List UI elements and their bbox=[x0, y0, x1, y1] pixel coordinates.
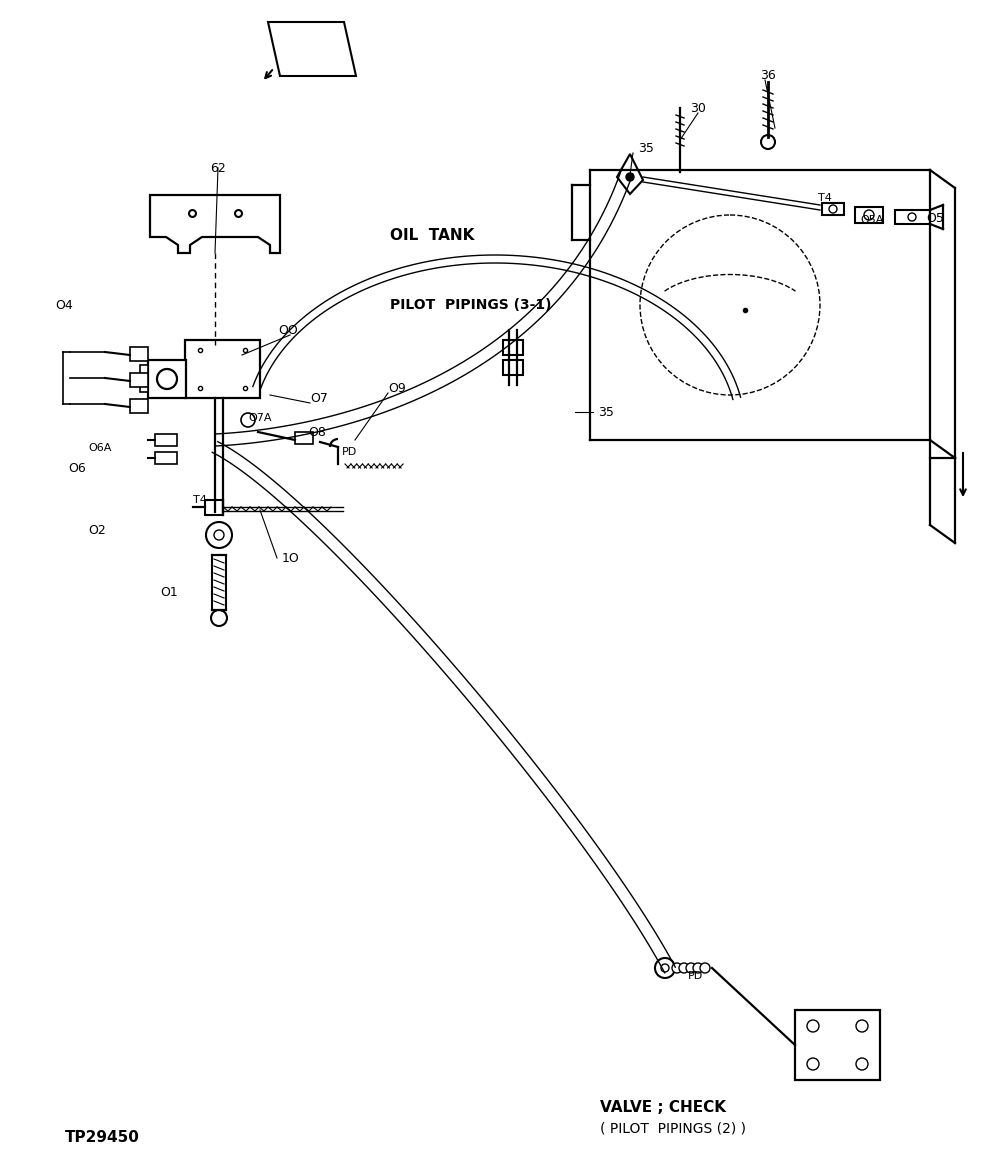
Text: TP29450: TP29450 bbox=[65, 1131, 140, 1146]
Circle shape bbox=[214, 530, 224, 540]
Text: O6A: O6A bbox=[88, 443, 112, 453]
Polygon shape bbox=[150, 195, 280, 253]
Text: O2: O2 bbox=[88, 524, 106, 537]
Text: 1O: 1O bbox=[282, 552, 300, 565]
Bar bbox=[295, 432, 313, 443]
Bar bbox=[130, 399, 148, 413]
Bar bbox=[895, 210, 930, 224]
Text: PD: PD bbox=[342, 447, 357, 457]
Text: 35: 35 bbox=[598, 405, 614, 419]
Bar bbox=[155, 452, 177, 464]
Text: O9: O9 bbox=[388, 382, 406, 394]
Text: T4: T4 bbox=[193, 495, 206, 505]
Text: O7: O7 bbox=[310, 391, 328, 405]
Text: 62: 62 bbox=[210, 161, 225, 175]
Text: O5A: O5A bbox=[860, 215, 883, 225]
Circle shape bbox=[700, 963, 710, 973]
Text: FRONT: FRONT bbox=[288, 42, 336, 56]
Circle shape bbox=[829, 205, 837, 214]
Circle shape bbox=[761, 135, 775, 149]
Bar bbox=[185, 340, 260, 398]
Circle shape bbox=[206, 522, 232, 548]
Bar bbox=[795, 1009, 880, 1079]
Text: 30: 30 bbox=[690, 102, 706, 114]
Text: O4: O4 bbox=[55, 299, 73, 312]
Text: T4: T4 bbox=[818, 193, 831, 203]
Circle shape bbox=[211, 610, 227, 626]
Text: O6: O6 bbox=[68, 461, 86, 475]
Circle shape bbox=[864, 210, 874, 221]
Circle shape bbox=[807, 1020, 819, 1032]
Circle shape bbox=[626, 173, 634, 181]
Bar bbox=[130, 347, 148, 361]
Circle shape bbox=[856, 1058, 868, 1070]
Circle shape bbox=[661, 964, 669, 972]
Bar bbox=[148, 359, 186, 398]
Bar bbox=[822, 203, 844, 215]
Bar bbox=[503, 340, 523, 355]
Text: OIL  TANK: OIL TANK bbox=[390, 228, 475, 243]
Text: O5: O5 bbox=[926, 211, 944, 224]
Text: OO: OO bbox=[278, 323, 298, 336]
Text: VALVE ; CHECK: VALVE ; CHECK bbox=[600, 1100, 726, 1116]
Circle shape bbox=[241, 413, 255, 427]
Text: 35: 35 bbox=[638, 141, 654, 154]
Circle shape bbox=[807, 1058, 819, 1070]
Text: 36: 36 bbox=[760, 69, 776, 82]
Text: ( PILOT  PIPINGS (2) ): ( PILOT PIPINGS (2) ) bbox=[600, 1121, 746, 1135]
Text: PD: PD bbox=[688, 971, 703, 981]
Polygon shape bbox=[617, 154, 643, 194]
Bar bbox=[130, 373, 148, 387]
Text: O8: O8 bbox=[308, 426, 326, 439]
Bar bbox=[503, 359, 523, 375]
Text: O7A: O7A bbox=[248, 413, 271, 422]
Bar bbox=[140, 380, 148, 392]
Circle shape bbox=[157, 369, 177, 389]
Bar bbox=[140, 365, 148, 377]
Text: O1: O1 bbox=[160, 586, 177, 599]
Circle shape bbox=[679, 963, 689, 973]
Bar bbox=[855, 207, 883, 223]
Circle shape bbox=[693, 963, 703, 973]
Circle shape bbox=[672, 963, 682, 973]
Circle shape bbox=[856, 1020, 868, 1032]
Circle shape bbox=[908, 214, 916, 221]
Text: PILOT  PIPINGS (3-1): PILOT PIPINGS (3-1) bbox=[390, 298, 551, 312]
Bar bbox=[205, 499, 223, 515]
Circle shape bbox=[686, 963, 696, 973]
Circle shape bbox=[655, 958, 675, 978]
Polygon shape bbox=[268, 22, 356, 76]
Bar bbox=[155, 434, 177, 446]
